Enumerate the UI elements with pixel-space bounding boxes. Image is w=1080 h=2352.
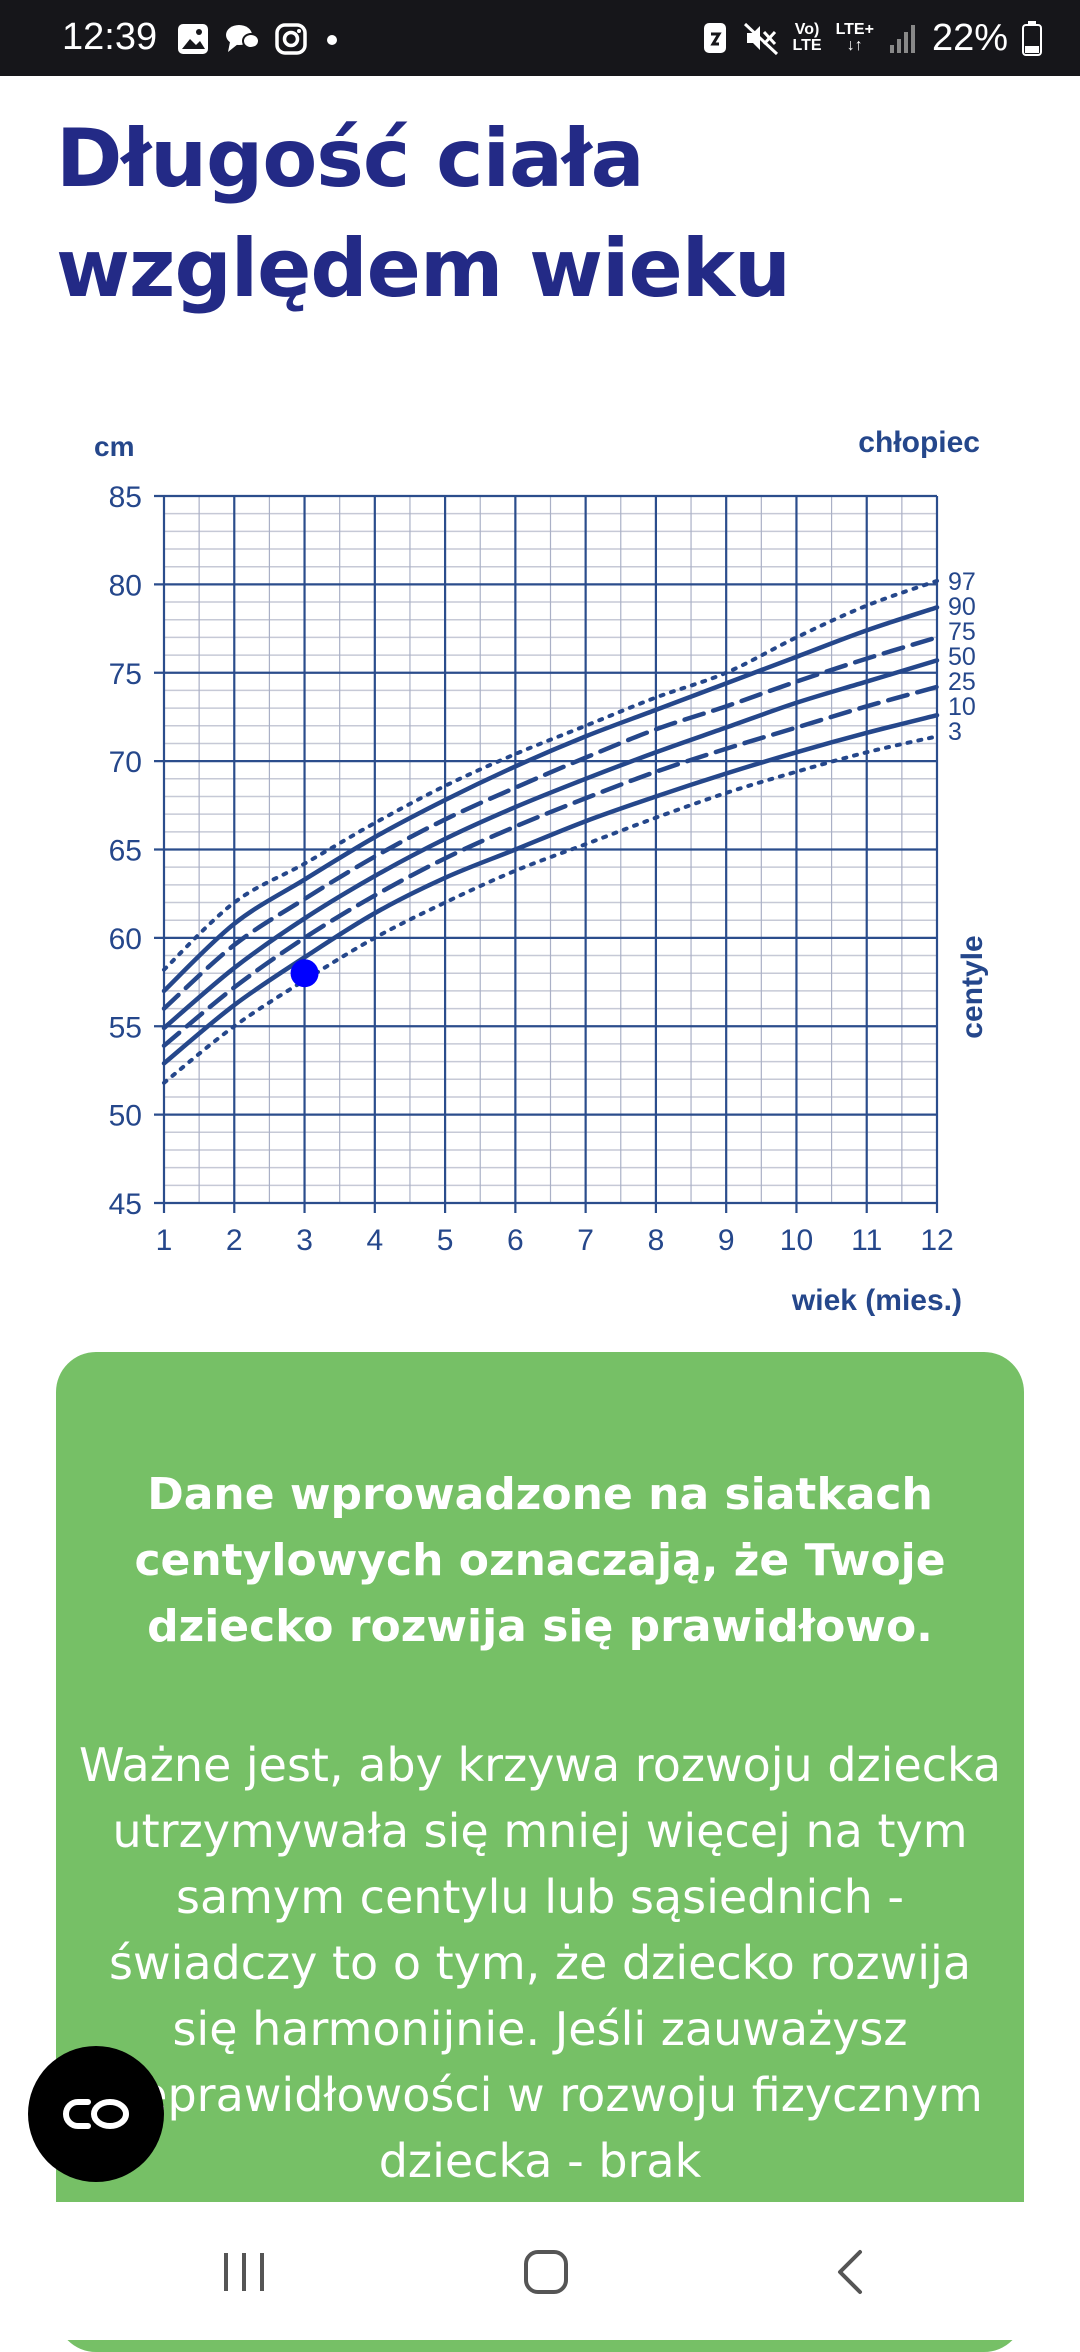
grid-minor — [164, 496, 937, 1203]
gallery-icon — [178, 24, 208, 54]
x-tick-label: 3 — [296, 1224, 313, 1257]
x-tick-label: 6 — [507, 1224, 524, 1257]
x-tick-label: 8 — [648, 1224, 665, 1257]
legend-label-p97: 97 — [948, 568, 976, 596]
infinity-link-icon — [63, 2099, 129, 2129]
notification-dot-icon — [327, 35, 337, 45]
y-tick-label: 80 — [109, 569, 142, 602]
x-tick-label: 1 — [156, 1224, 173, 1257]
y-tick-label: 55 — [109, 1011, 142, 1044]
x-tick-label: 10 — [780, 1224, 813, 1257]
legend-label-p50: 50 — [948, 643, 976, 671]
instagram-icon — [275, 23, 307, 55]
legend-label-p10: 10 — [948, 693, 976, 721]
series-line-p75 — [161, 635, 940, 1011]
series-line-p97 — [162, 578, 939, 972]
x-tick-label: 2 — [226, 1224, 243, 1257]
y-tick-labels: 45 50 55 60 65 70 75 80 85 — [109, 481, 142, 1221]
series-line-p25 — [161, 684, 940, 1048]
series-line-p50 — [161, 658, 940, 1031]
x-tick-label: 12 — [920, 1224, 953, 1257]
series-lines — [161, 578, 940, 1085]
y-tick-label: 75 — [109, 658, 142, 691]
y-tick-label: 70 — [109, 746, 142, 779]
legend-label-p75: 75 — [948, 618, 976, 646]
status-time: 12:39 — [62, 16, 158, 58]
y-tick-label: 45 — [109, 1188, 142, 1221]
x-tick-label: 9 — [718, 1224, 735, 1257]
nav-back-button[interactable] — [810, 2232, 890, 2312]
data-saver-icon — [703, 23, 726, 53]
back-icon — [838, 2250, 862, 2294]
volte-indicator: Vo) LTE — [792, 21, 822, 54]
y-tick-label: 60 — [109, 923, 142, 956]
series-line-p10 — [161, 712, 940, 1066]
measurement-point — [290, 959, 319, 988]
info-body: Ważne jest, aby krzywa rozwoju dziecka u… — [78, 1738, 1002, 2188]
legend-label-p3: 3 — [948, 718, 962, 746]
floating-link-button[interactable] — [28, 2046, 164, 2182]
signal-icon — [889, 25, 915, 53]
nav-home-button[interactable] — [506, 2232, 586, 2312]
page-title: Długość ciała względem wieku — [56, 112, 791, 315]
series-line-p90 — [161, 605, 940, 994]
y-tick-label: 85 — [109, 481, 142, 514]
navigation-bar — [0, 2202, 1080, 2340]
x-tick-label: 5 — [437, 1224, 454, 1257]
x-tick-label: 7 — [577, 1224, 594, 1257]
x-axis-label: wiek (mies.) — [791, 1284, 962, 1317]
chart-subtitle: chłopiec — [858, 426, 980, 459]
battery-percent: 22% — [931, 16, 1008, 59]
grid-major — [154, 494, 939, 1213]
mute-icon — [743, 22, 778, 56]
y-tick-label: 65 — [109, 835, 142, 868]
x-tick-labels: 1 2 3 4 5 6 7 8 9 10 11 12 — [156, 1224, 954, 1257]
x-tick-label: 11 — [851, 1224, 882, 1257]
chat-bubbles-icon — [226, 25, 260, 52]
y-axis-label: cm — [94, 431, 134, 462]
side-label: centyle — [956, 935, 989, 1038]
legend-label-p25: 25 — [948, 668, 976, 696]
info-headline: Dane wprowadzone na siatkach centylowych… — [134, 1469, 946, 1652]
x-tick-label: 4 — [366, 1224, 383, 1257]
status-bar: 12:39 Vo) — [0, 0, 1080, 76]
recent-apps-icon — [224, 2253, 264, 2291]
network-indicator: LTE+ ↓↑ — [835, 21, 874, 54]
info-card: Dane wprowadzone na siatkach centylowych… — [56, 1352, 1024, 2352]
home-icon — [524, 2250, 568, 2294]
series-line-p3 — [162, 734, 939, 1085]
y-tick-label: 50 — [109, 1100, 142, 1133]
battery-icon — [1022, 21, 1042, 56]
legend-label-p90: 90 — [948, 593, 976, 621]
data-points — [290, 959, 319, 988]
nav-recent-apps-button[interactable] — [204, 2232, 284, 2312]
